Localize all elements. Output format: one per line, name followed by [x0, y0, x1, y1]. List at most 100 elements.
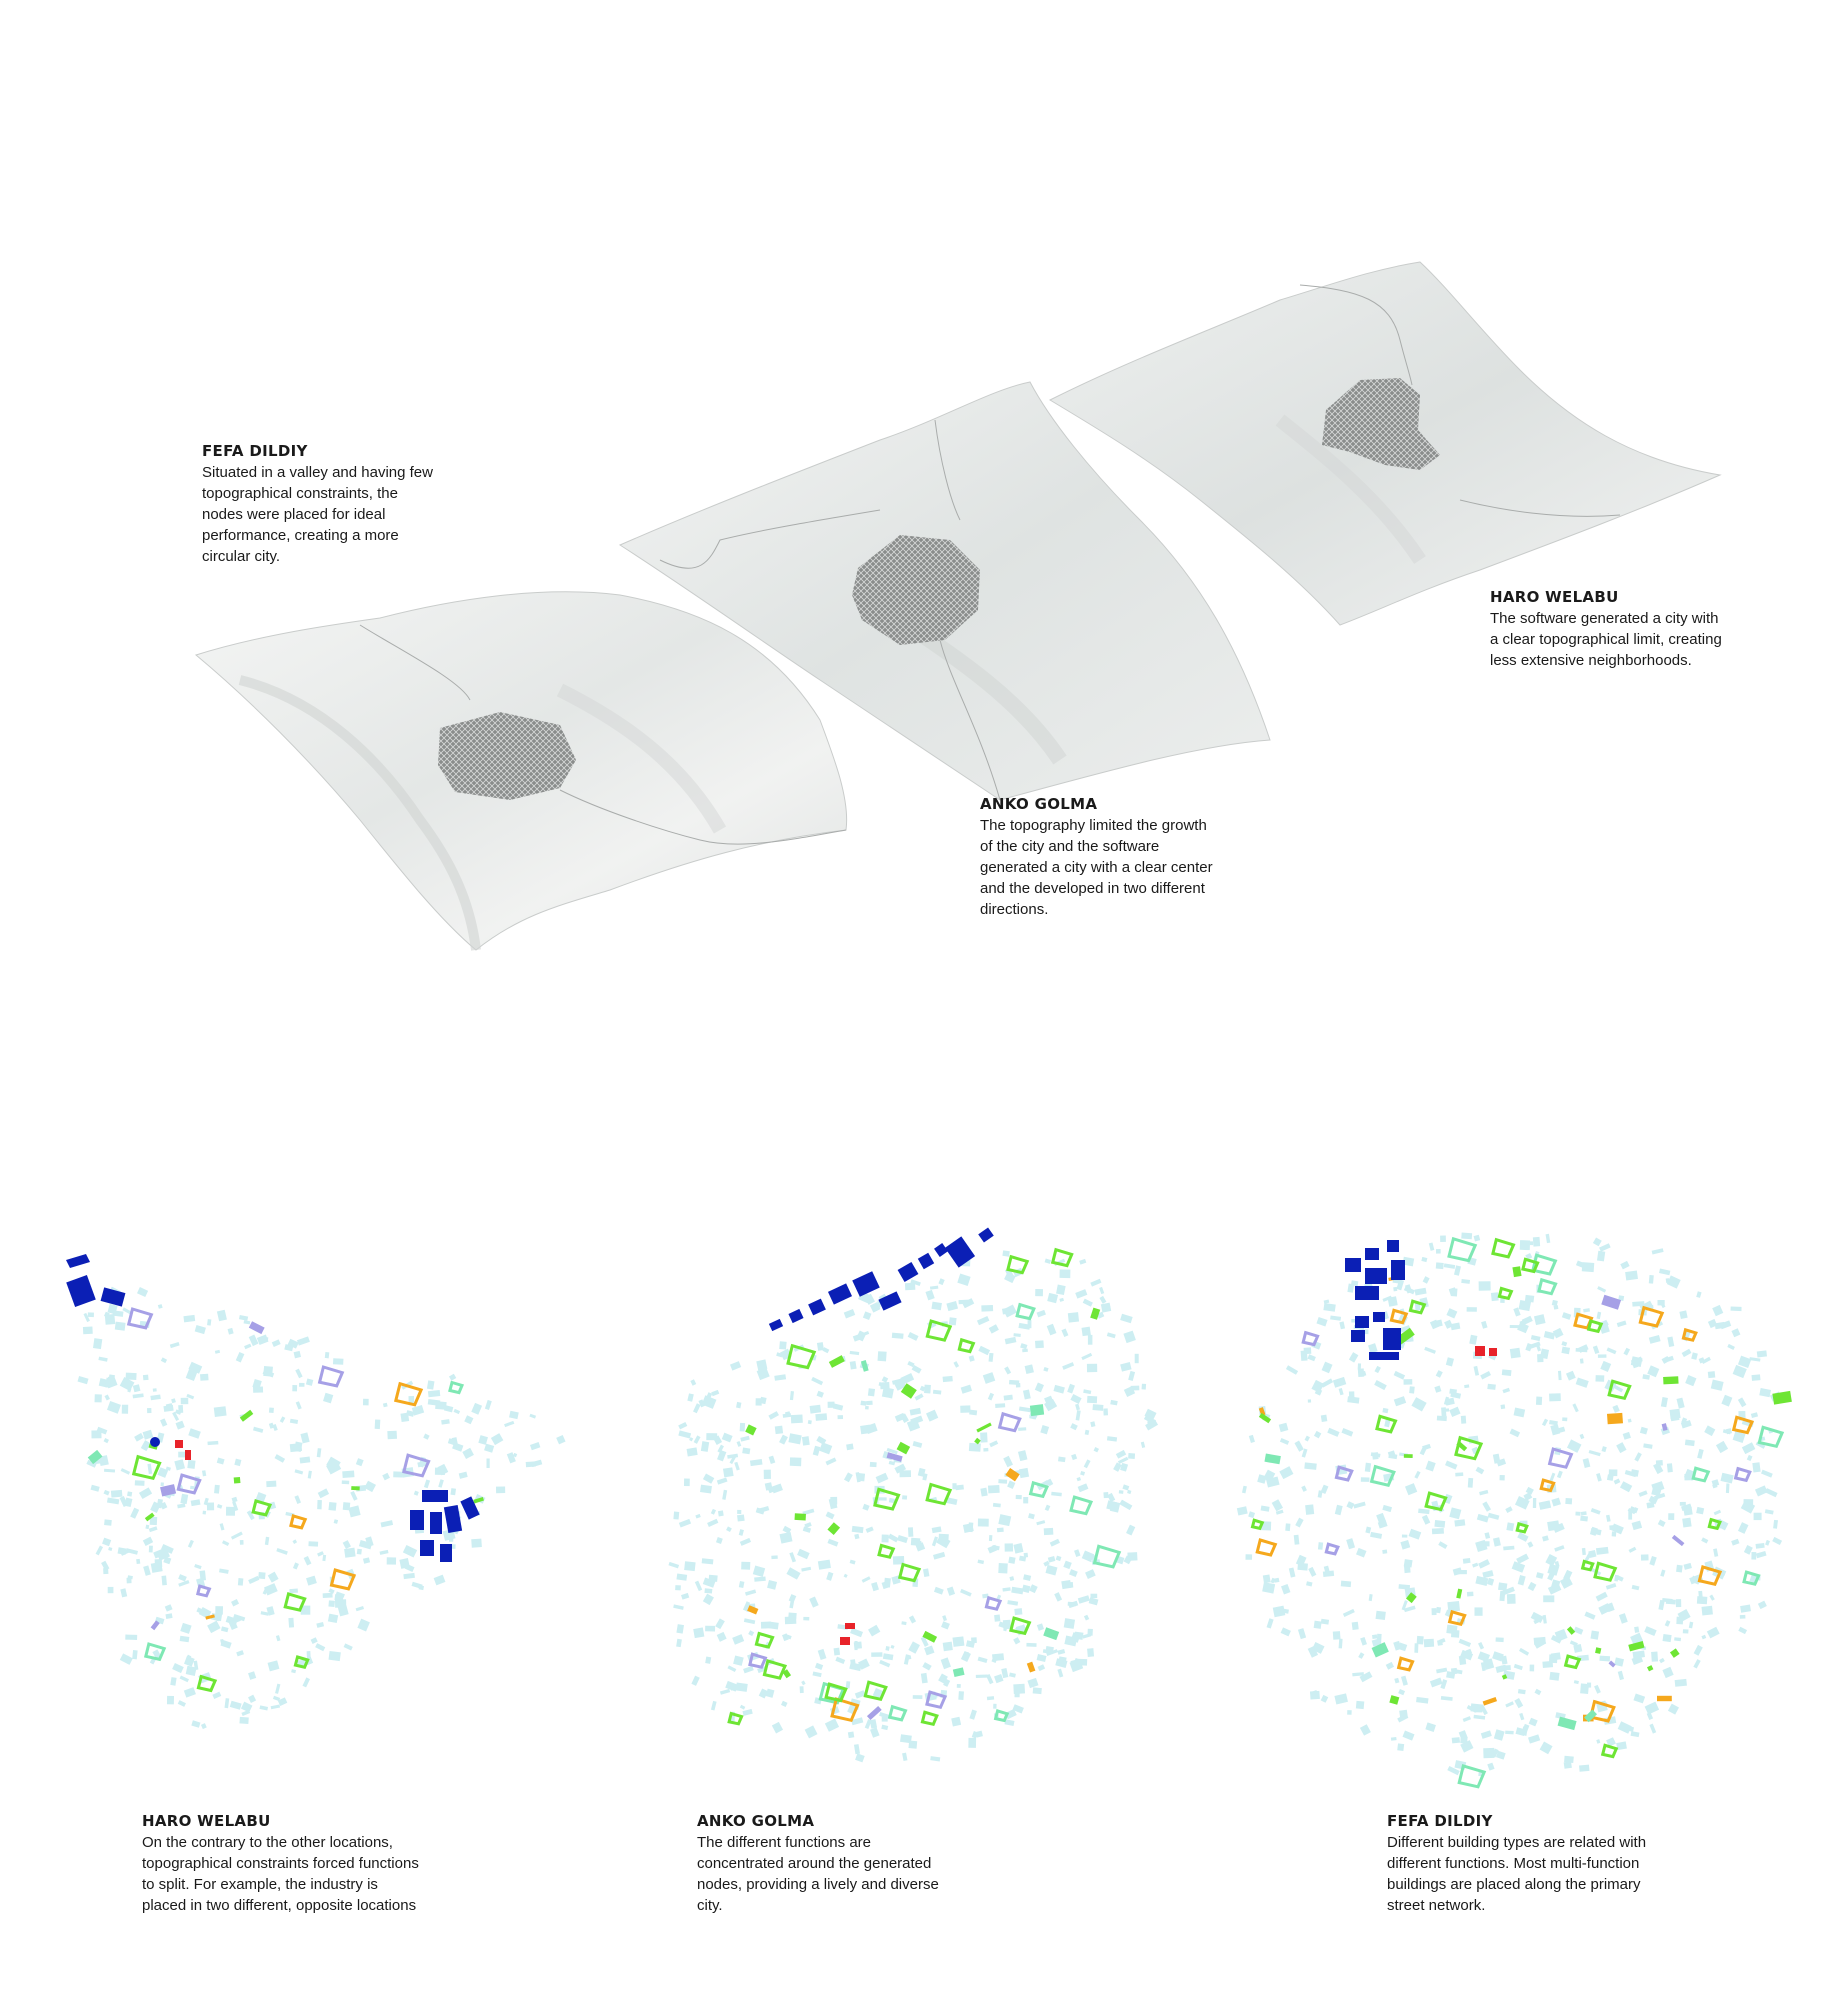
residential-block	[1063, 1560, 1072, 1570]
residential-block	[1067, 1383, 1075, 1394]
residential-block	[194, 1325, 206, 1335]
residential-block	[1590, 1630, 1600, 1640]
residential-block	[1416, 1696, 1429, 1704]
residential-block	[1613, 1478, 1621, 1485]
residential-block	[1511, 1561, 1526, 1573]
residential-block	[288, 1617, 295, 1628]
residential-block	[132, 1384, 141, 1393]
residential-block	[1450, 1322, 1461, 1331]
residential-block	[1473, 1365, 1480, 1376]
residential-block	[955, 1484, 964, 1491]
residential-block	[1447, 1765, 1460, 1776]
residential-block	[988, 1535, 993, 1542]
residential-block	[1679, 1501, 1686, 1506]
residential-block	[1712, 1483, 1718, 1489]
residential-block	[293, 1350, 302, 1359]
residential-block	[1667, 1336, 1675, 1347]
residential-block	[506, 1452, 516, 1464]
function-building	[1691, 1466, 1711, 1483]
residential-block	[1527, 1581, 1537, 1592]
residential-block	[174, 1459, 186, 1471]
residential-block	[160, 1418, 168, 1427]
residential-block	[471, 1402, 483, 1415]
residential-block	[1532, 1498, 1537, 1509]
function-building	[827, 1522, 841, 1535]
caption-title: HARO WELABU	[142, 1812, 271, 1830]
residential-block	[1649, 1723, 1657, 1734]
residential-block	[852, 1333, 863, 1342]
residential-block	[942, 1615, 948, 1622]
residential-block	[1028, 1513, 1035, 1520]
residential-block	[236, 1650, 244, 1657]
function-building	[762, 1659, 788, 1680]
function-building	[351, 1486, 360, 1491]
function-building	[1497, 1286, 1514, 1301]
residential-block	[267, 1660, 280, 1672]
residential-block	[689, 1437, 694, 1442]
function-building	[1092, 1544, 1122, 1569]
residential-block	[1421, 1514, 1431, 1525]
residential-block	[172, 1662, 184, 1674]
residential-block	[968, 1442, 981, 1452]
residential-block	[1119, 1499, 1133, 1511]
residential-block	[1323, 1303, 1336, 1312]
residential-block	[306, 1651, 311, 1661]
residential-block	[310, 1637, 318, 1644]
terrain-anko-golma	[618, 381, 1271, 801]
residential-block	[1014, 1608, 1023, 1616]
residential-block	[1475, 1575, 1489, 1587]
residential-block	[125, 1634, 138, 1641]
residential-block	[1022, 1389, 1031, 1400]
residential-block	[1509, 1324, 1520, 1329]
residential-block	[1320, 1694, 1329, 1703]
residential-block	[287, 1338, 299, 1349]
residential-block	[292, 1562, 299, 1570]
function-building	[1580, 1559, 1595, 1572]
residential-block	[185, 1369, 198, 1382]
residential-block	[125, 1372, 137, 1380]
residential-block	[1732, 1364, 1747, 1379]
residential-block	[1501, 1655, 1508, 1665]
residential-block	[1062, 1362, 1075, 1370]
residential-block	[764, 1482, 773, 1491]
residential-block	[1496, 1458, 1507, 1467]
residential-block	[1047, 1556, 1056, 1563]
residential-block	[1402, 1730, 1415, 1741]
residential-block	[190, 1499, 201, 1507]
residential-block	[316, 1621, 325, 1628]
caption-fefa-map: FEFA DILDIY Different building types are…	[1387, 1812, 1647, 1916]
residential-block	[272, 1423, 278, 1432]
residential-block	[1436, 1249, 1441, 1254]
residential-block	[326, 1460, 342, 1475]
residential-block	[755, 1398, 762, 1406]
residential-block	[922, 1473, 928, 1481]
residential-block	[1002, 1250, 1010, 1257]
residential-block	[907, 1527, 914, 1537]
residential-block	[1004, 1543, 1014, 1552]
residential-block	[807, 1419, 812, 1425]
residential-block	[1075, 1410, 1081, 1421]
residential-block	[342, 1502, 351, 1511]
residential-block	[240, 1701, 253, 1713]
residential-block	[1623, 1347, 1631, 1356]
residential-block	[1384, 1419, 1391, 1428]
residential-block	[996, 1527, 1004, 1533]
residential-block	[529, 1413, 537, 1419]
function-building	[1447, 1236, 1478, 1263]
residential-block	[862, 1503, 870, 1511]
residential-block	[1483, 1658, 1495, 1670]
residential-block	[93, 1338, 103, 1350]
residential-block	[1455, 1472, 1464, 1477]
residential-block	[1527, 1541, 1534, 1548]
residential-block	[147, 1463, 153, 1475]
function-building	[1557, 1716, 1577, 1731]
function-building	[925, 1482, 953, 1506]
residential-block	[258, 1571, 266, 1580]
residential-block	[214, 1484, 220, 1494]
residential-block	[1338, 1638, 1343, 1649]
core-blocks	[175, 1440, 191, 1460]
residential-block	[1364, 1329, 1369, 1335]
residential-block	[1676, 1397, 1685, 1409]
function-building	[1742, 1570, 1761, 1586]
residential-block	[1696, 1506, 1705, 1515]
